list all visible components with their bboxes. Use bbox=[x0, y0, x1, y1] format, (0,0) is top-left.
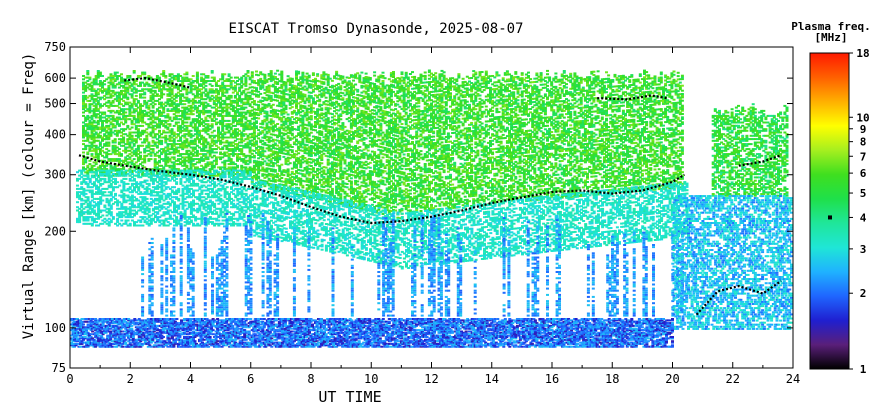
colorbar-gradient bbox=[810, 53, 849, 369]
y-tick-label: 600 bbox=[44, 71, 66, 85]
colorbar-tick-label: 6 bbox=[860, 167, 867, 180]
x-axis-label: UT TIME bbox=[318, 388, 381, 406]
colorbar-tick-label: 1 bbox=[860, 363, 867, 376]
ionogram-figure: EISCAT Tromso Dynasonde, 2025-08-07 Plas… bbox=[0, 0, 880, 420]
y-tick-label: 500 bbox=[44, 97, 66, 111]
y-axis-label: Virtual Range [km] (colour = Freq) bbox=[21, 53, 37, 340]
x-tick-label: 18 bbox=[605, 372, 619, 386]
x-tick-label: 10 bbox=[364, 372, 378, 386]
colorbar-marker bbox=[828, 215, 832, 219]
colorbar-tick-label: 9 bbox=[860, 123, 867, 136]
colorbar-title-line2: [MHz] bbox=[814, 31, 847, 44]
colorbar-tick-label: 4 bbox=[860, 211, 867, 224]
x-tick-label: 14 bbox=[485, 372, 499, 386]
echo-layer bbox=[70, 70, 793, 348]
x-tick-label: 4 bbox=[187, 372, 194, 386]
colorbar-tick-label: 7 bbox=[860, 150, 867, 163]
x-tick-label: 8 bbox=[307, 372, 314, 386]
plot-area: 0 2 4 6 8 10 12 14 16 18 20 22 24 751002003004005006… bbox=[44, 40, 800, 386]
y-tick-label: 75 bbox=[52, 361, 66, 375]
y-tick-label: 300 bbox=[44, 168, 66, 182]
colorbar-tick-label: 2 bbox=[860, 287, 867, 300]
y-tick-label: 200 bbox=[44, 224, 66, 238]
x-tick-label: 16 bbox=[545, 372, 559, 386]
colorbar-title: Plasma freq. [MHz] bbox=[791, 20, 870, 44]
y-tick-label: 750 bbox=[44, 40, 66, 54]
y-tick-label: 100 bbox=[44, 321, 66, 335]
chart-title: EISCAT Tromso Dynasonde, 2025-08-07 bbox=[228, 21, 523, 37]
colorbar-tick-label: 5 bbox=[860, 187, 867, 200]
x-tick-label: 12 bbox=[424, 372, 438, 386]
x-tick-label: 6 bbox=[247, 372, 254, 386]
x-tick-label: 0 bbox=[66, 372, 73, 386]
x-tick-label: 22 bbox=[726, 372, 740, 386]
colorbar-tick-label: 10 bbox=[856, 111, 869, 124]
x-tick-label: 20 bbox=[665, 372, 679, 386]
colorbar-tick-label: 3 bbox=[860, 243, 867, 256]
y-tick-label: 400 bbox=[44, 128, 66, 142]
colorbar-tick-label: 18 bbox=[856, 47, 869, 60]
x-tick-label: 2 bbox=[127, 372, 134, 386]
x-tick-label: 24 bbox=[786, 372, 800, 386]
colorbar-tick-label: 8 bbox=[860, 136, 867, 149]
